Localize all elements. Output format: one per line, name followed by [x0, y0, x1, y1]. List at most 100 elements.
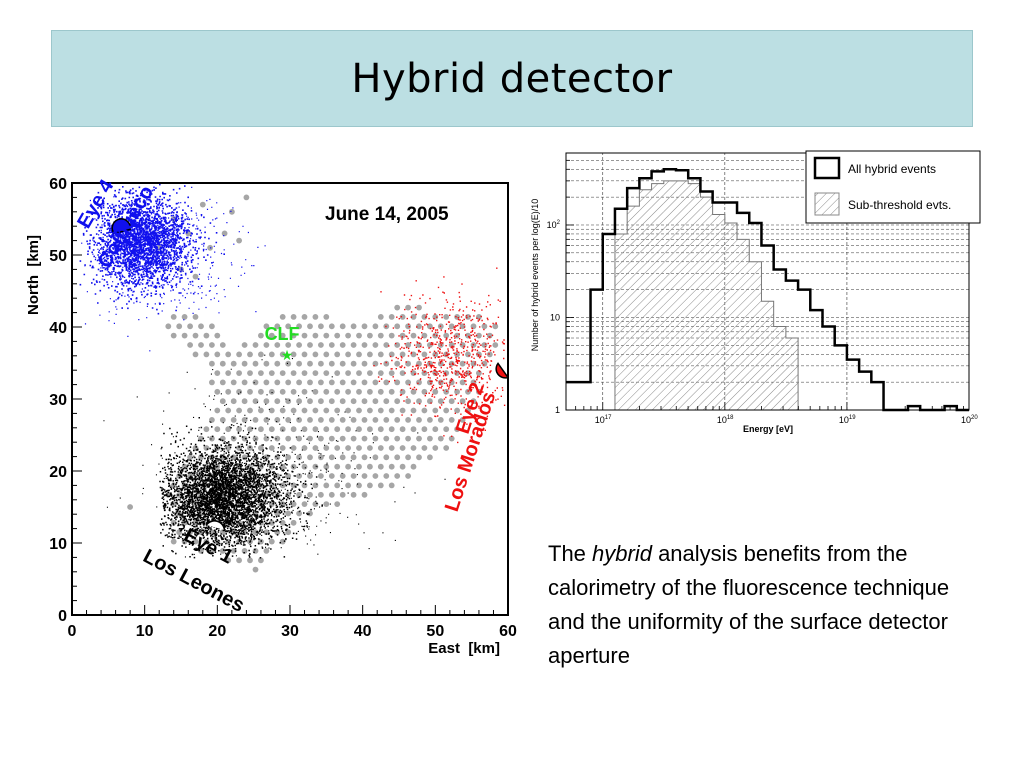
histogram-legend: All hybrid events Sub-threshold evts. — [805, 150, 981, 224]
array-station — [252, 360, 259, 367]
array-station — [388, 351, 395, 358]
energy-histogram-chart: 1017 1018 1019 1020 1 10 102 Energy [eV] Numb… — [530, 150, 981, 434]
array-station — [296, 379, 302, 386]
array-station — [312, 314, 319, 320]
array-station — [323, 370, 330, 376]
array-station — [448, 435, 455, 442]
array-station — [388, 388, 395, 395]
array-station — [350, 491, 357, 498]
eye2-cloud — [373, 267, 506, 444]
clf-label: CLF — [265, 324, 300, 344]
array-station — [361, 435, 368, 442]
array-station — [312, 407, 319, 414]
array-station — [416, 417, 422, 423]
array-station — [307, 417, 313, 423]
array-station — [296, 398, 302, 405]
array-station — [312, 370, 319, 376]
array-station — [345, 426, 351, 433]
array-station — [394, 454, 401, 461]
array-station — [334, 388, 341, 395]
array-station — [279, 445, 286, 451]
array-station — [345, 463, 351, 470]
array-station — [263, 360, 270, 367]
map-y-tick-label: 30 — [49, 392, 67, 409]
array-station — [307, 360, 313, 367]
array-station — [443, 445, 450, 451]
subthreshold-bar — [627, 206, 640, 410]
array-station — [377, 388, 384, 395]
array-station — [230, 379, 237, 386]
array-station — [405, 304, 411, 311]
array-station — [383, 454, 390, 461]
array-station — [296, 510, 302, 517]
eye1-points — [103, 354, 446, 559]
array-station — [199, 201, 206, 208]
array-station — [367, 407, 373, 414]
array-station — [432, 388, 439, 395]
array-station — [459, 379, 466, 386]
array-station — [312, 332, 319, 339]
array-station — [219, 360, 226, 367]
array-station — [394, 473, 401, 479]
array-station — [268, 538, 275, 545]
array-station — [279, 519, 286, 526]
array-station — [492, 323, 499, 330]
array-station — [263, 529, 270, 536]
array-station — [361, 417, 368, 423]
map-x-tick-label: 60 — [499, 623, 517, 640]
array-station — [236, 370, 243, 376]
array-station — [361, 491, 368, 498]
array-station — [318, 323, 324, 330]
map-y-tick-label: 0 — [58, 608, 67, 625]
array-station — [268, 426, 275, 433]
array-station — [356, 482, 362, 489]
array-station — [307, 435, 313, 442]
array-station — [350, 473, 357, 479]
array-station — [312, 388, 319, 395]
array-station — [394, 435, 401, 442]
array-station — [170, 482, 177, 489]
caption-emphasis: hybrid — [592, 541, 652, 566]
array-station — [339, 360, 346, 367]
array-station — [377, 370, 384, 376]
array-station — [290, 463, 297, 470]
array-station — [263, 379, 270, 386]
array-station — [405, 417, 411, 423]
array-station — [219, 342, 226, 348]
array-station — [328, 435, 335, 442]
array-station — [170, 314, 177, 320]
map-y-tick-label: 40 — [49, 320, 67, 337]
array-station — [285, 323, 292, 330]
array-station — [334, 332, 341, 339]
array-station — [345, 445, 351, 451]
array-station — [252, 566, 259, 573]
array-station — [367, 426, 373, 433]
array-station — [399, 332, 406, 339]
array-station — [388, 482, 395, 489]
array-station — [470, 398, 477, 405]
array-station — [318, 435, 324, 442]
array-station — [252, 379, 259, 386]
array-station — [301, 351, 308, 358]
array-station — [454, 407, 460, 414]
array-station — [225, 388, 232, 395]
array-station — [307, 323, 313, 330]
array-station — [459, 398, 466, 405]
array-station — [410, 388, 417, 395]
array-station — [405, 323, 411, 330]
array-station — [356, 388, 362, 395]
subthreshold-bar — [785, 338, 799, 410]
array-station — [421, 351, 428, 358]
array-station — [416, 323, 422, 330]
array-station — [285, 510, 292, 517]
array-station — [312, 445, 319, 451]
subthreshold-bar — [688, 183, 701, 410]
array-station — [443, 314, 450, 320]
subthreshold-bar — [712, 214, 725, 410]
array-station — [296, 323, 302, 330]
array-station — [372, 473, 379, 479]
array-station — [323, 482, 330, 489]
array-station — [263, 548, 270, 554]
array-station — [243, 194, 250, 201]
array-station — [290, 314, 297, 320]
